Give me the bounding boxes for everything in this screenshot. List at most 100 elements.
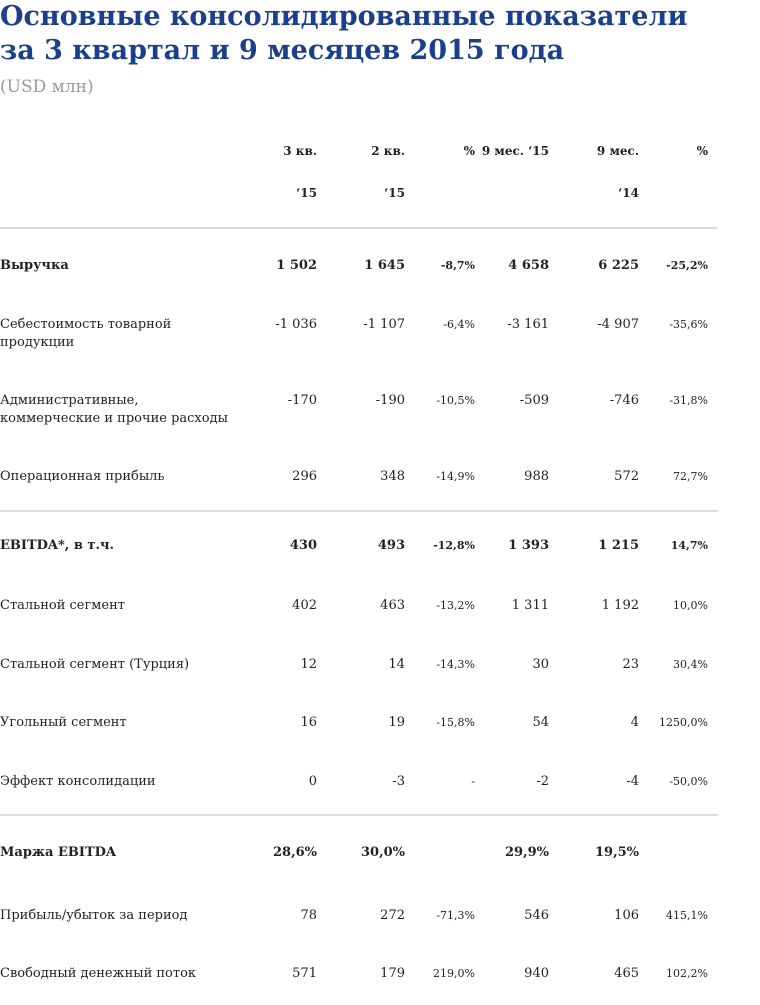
row-label: Операционная прибыль [0, 469, 165, 484]
table-row: Стальной сегмент (Турция) 12 14 -14,3% 30 23 3… [0, 656, 720, 696]
col-q3-2015-header-top: 3 кв. [283, 144, 317, 158]
page-title: Основные консолидированные показатели за… [0, 0, 740, 68]
cell-9m-2014: 106 [614, 908, 639, 923]
table-row: Выручка 1 502 1 645 -8,7% 4 658 6 225 -25,2% [0, 257, 720, 297]
cell-9m-change: 102,2% [666, 967, 708, 980]
cell-q-change: -12,8% [433, 539, 475, 552]
cell-9m-2015: -3 161 [507, 317, 549, 332]
cell-9m-2014: -4 [626, 774, 639, 789]
cell-9m-change: -25,2% [666, 259, 708, 272]
cell-q3-2015: 571 [292, 966, 317, 981]
row-label: Выручка [0, 258, 69, 273]
cell-q3-2015: 78 [300, 908, 317, 923]
table-row: Угольный сегмент 16 19 -15,8% 54 4 1250,0% [0, 714, 720, 754]
cell-9m-change: -50,0% [669, 775, 708, 788]
units-subtitle: (USD млн) [0, 77, 94, 97]
table-row: EBITDA*, в т.ч. 430 493 -12,8% 1 393 1 215 14,… [0, 537, 720, 577]
cell-q3-2015: 430 [289, 538, 317, 553]
col-q2-2015-header-top: 2 кв. [371, 144, 405, 158]
cell-q3-2015: 12 [300, 657, 317, 672]
cell-q3-2015: 16 [300, 715, 317, 730]
cell-q2-2015: -190 [375, 393, 405, 408]
cell-q2-2015: -3 [392, 774, 405, 789]
cell-q-change: -6,4% [443, 318, 475, 331]
col-9m-2015-header: 9 мес. ‘15 [481, 144, 549, 158]
cell-q-change: -71,3% [436, 909, 475, 922]
cell-9m-2014: 465 [614, 966, 639, 981]
col-q3-2015-header-bottom: ‘15 [296, 186, 317, 200]
cell-9m-change: 1250,0% [659, 716, 708, 729]
cell-9m-2014: 23 [622, 657, 639, 672]
cell-q-change: -13,2% [436, 599, 475, 612]
separator-line [0, 227, 718, 229]
row-label: Угольный сегмент [0, 715, 127, 730]
row-label: Административные, коммерческие и прочие … [0, 393, 228, 426]
row-label: Прибыль/убыток за период [0, 908, 188, 923]
row-label: Себестоимость товарной продукции [0, 317, 172, 350]
row-label: Стальной сегмент [0, 598, 125, 613]
table-row: Себестоимость товарной продукции -1 036 -1… [0, 316, 720, 356]
cell-9m-change: 72,7% [673, 470, 708, 483]
row-label: Стальной сегмент (Турция) [0, 657, 190, 672]
cell-9m-2015: 29,9% [504, 845, 549, 860]
cell-q3-2015: 28,6% [272, 845, 317, 860]
cell-9m-change: 30,4% [673, 658, 708, 671]
table-row: Маржа EBITDA 28,6% 30,0% 29,9% 19,5% [0, 844, 720, 884]
cell-q-change: -14,3% [436, 658, 475, 671]
col-q-change-header: % [463, 144, 475, 158]
cell-9m-change: 10,0% [673, 599, 708, 612]
cell-q2-2015: -1 107 [363, 317, 405, 332]
cell-q2-2015: 1 645 [364, 258, 405, 273]
cell-9m-2015: 4 658 [508, 258, 549, 273]
cell-q3-2015: 1 502 [276, 258, 317, 273]
title-line-1: Основные консолидированные показатели [0, 1, 688, 32]
table-row: Прибыль/убыток за период 78 272 -71,3% 546 10… [0, 907, 720, 947]
col-9m-change-header: % [696, 144, 708, 158]
cell-9m-2015: 940 [524, 966, 549, 981]
separator-line [0, 814, 718, 816]
cell-9m-change: -31,8% [669, 394, 708, 407]
cell-q2-2015: 348 [380, 469, 405, 484]
col-9m-2014-header-bottom: ‘14 [618, 186, 639, 200]
table-row: Свободный денежный поток 571 179 219,0% 940 4… [0, 965, 720, 1005]
cell-9m-2014: -746 [609, 393, 639, 408]
cell-9m-2015: 30 [532, 657, 549, 672]
row-label: EBITDA*, в т.ч. [0, 538, 115, 553]
cell-q2-2015: 179 [380, 966, 405, 981]
table-row: Операционная прибыль 296 348 -14,9% 988 572 72… [0, 468, 720, 508]
cell-9m-2015: -509 [519, 393, 549, 408]
cell-9m-2015: 1 311 [511, 598, 549, 613]
cell-9m-change: 415,1% [666, 909, 708, 922]
row-label: Свободный денежный поток [0, 966, 197, 981]
col-9m-2014-header-top: 9 мес. [596, 144, 639, 158]
cell-9m-2014: 4 [630, 715, 639, 730]
cell-9m-2014: -4 907 [597, 317, 639, 332]
cell-q-change: - [471, 775, 475, 788]
table-row: Стальной сегмент 402 463 -13,2% 1 311 1 192 10… [0, 597, 720, 637]
table-row: Административные, коммерческие и прочие … [0, 392, 720, 432]
cell-q2-2015: 14 [388, 657, 405, 672]
cell-q-change: -10,5% [436, 394, 475, 407]
cell-9m-2014: 572 [614, 469, 639, 484]
cell-9m-2014: 6 225 [598, 258, 639, 273]
cell-9m-2015: 546 [524, 908, 549, 923]
cell-q2-2015: 272 [380, 908, 405, 923]
cell-q-change: -14,9% [436, 470, 475, 483]
cell-q3-2015: 402 [292, 598, 317, 613]
row-label: Эффект консолидации [0, 774, 156, 789]
cell-9m-2014: 19,5% [594, 845, 639, 860]
cell-9m-2015: 988 [524, 469, 549, 484]
cell-q-change: 219,0% [433, 967, 475, 980]
cell-q3-2015: -1 036 [275, 317, 317, 332]
cell-9m-2015: -2 [536, 774, 549, 789]
cell-q2-2015: 19 [388, 715, 405, 730]
cell-q3-2015: -170 [287, 393, 317, 408]
cell-q2-2015: 463 [380, 598, 405, 613]
cell-9m-2015: 1 393 [508, 538, 549, 553]
cell-q-change: -8,7% [440, 259, 475, 272]
cell-9m-2014: 1 192 [601, 598, 639, 613]
table-row: Эффект консолидации 0 -3 - -2 -4 -50,0% [0, 773, 720, 813]
cell-9m-2015: 54 [532, 715, 549, 730]
separator-line [0, 510, 718, 512]
title-line-2: за 3 квартал и 9 месяцев 2015 года [0, 35, 565, 66]
